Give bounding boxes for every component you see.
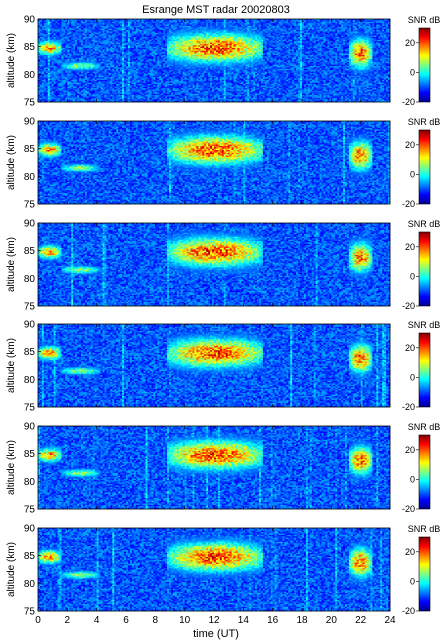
- colorbar: [419, 28, 430, 102]
- colorbar: [419, 333, 430, 407]
- y-tick-label: 90: [24, 422, 36, 433]
- colorbar-tick-label: 0: [410, 576, 415, 586]
- colorbar-tick-label: -20: [402, 402, 415, 412]
- y-tick-label: 85: [24, 42, 36, 53]
- colorbar-tick-label: 20: [405, 140, 415, 150]
- colorbar-tick-label: 0: [410, 372, 415, 382]
- colorbar-tick-label: 0: [410, 67, 415, 77]
- colorbar: [419, 130, 430, 204]
- x-tick-label: 12: [208, 615, 220, 626]
- colorbar-tick-label: -20: [402, 301, 415, 311]
- radar-panel: 75 80 85 90 altitude (km) SNR dB 20 0 -20: [6, 320, 440, 414]
- y-tick-label: 75: [24, 505, 36, 516]
- y-axis-label: altitude (km): [6, 237, 17, 292]
- y-axis-label: altitude (km): [6, 135, 17, 190]
- y-tick-label: 85: [24, 551, 36, 562]
- figure-title: Esrange MST radar 20020803: [142, 4, 290, 16]
- y-tick-label: 85: [24, 144, 36, 155]
- x-tick-label: 22: [355, 615, 367, 626]
- x-tick-label: 20: [326, 615, 338, 626]
- colorbar-tick-label: -20: [402, 504, 415, 514]
- y-axis-label: altitude (km): [6, 33, 17, 88]
- y-tick-label: 85: [24, 449, 36, 460]
- y-axis-label: altitude (km): [6, 338, 17, 393]
- radar-panel: 75 80 85 90 altitude (km) SNR dB 20 0 -20: [6, 219, 440, 313]
- y-tick-label: 80: [24, 579, 36, 590]
- colorbar-tick-label: 0: [410, 271, 415, 281]
- x-tick-label: 16: [267, 615, 279, 626]
- y-tick-label: 85: [24, 347, 36, 358]
- y-tick-label: 80: [24, 70, 36, 81]
- colorbar-tick-label: 0: [410, 474, 415, 484]
- y-tick-label: 90: [24, 320, 36, 331]
- y-tick-label: 90: [24, 524, 36, 535]
- y-tick-label: 80: [24, 375, 36, 386]
- x-tick-label: 8: [153, 615, 159, 626]
- colorbar-label: SNR dB: [408, 422, 441, 432]
- radar-panel: 75 80 85 90 altitude (km) SNR dB 20 0 -20: [6, 117, 440, 211]
- colorbar-label: SNR dB: [408, 219, 441, 229]
- y-tick-label: 75: [24, 98, 36, 109]
- colorbar-label: SNR dB: [408, 320, 441, 330]
- x-tick-label: 2: [65, 615, 71, 626]
- colorbar-tick-label: 20: [405, 38, 415, 48]
- radar-panel: 75 80 85 90 altitude (km) SNR dB 20 0 -20: [6, 422, 440, 516]
- colorbar-tick-label: 0: [410, 169, 415, 179]
- y-tick-label: 75: [24, 403, 36, 414]
- colorbar-tick-label: 20: [405, 343, 415, 353]
- x-tick-label: 14: [238, 615, 250, 626]
- colorbar-tick-label: 20: [405, 242, 415, 252]
- y-tick-label: 80: [24, 274, 36, 285]
- x-tick-label: 24: [384, 615, 396, 626]
- y-tick-label: 85: [24, 246, 36, 257]
- y-tick-label: 75: [24, 302, 36, 313]
- colorbar-tick-label: 20: [405, 445, 415, 455]
- radar-panel: 75 80 85 90 altitude (km) SNR dB 20 0 -20: [6, 15, 440, 109]
- y-tick-label: 90: [24, 117, 36, 128]
- x-tick-label: 0: [35, 615, 41, 626]
- x-axis-label: time (UT): [193, 628, 239, 640]
- y-tick-label: 75: [24, 200, 36, 211]
- colorbar-tick-label: 20: [405, 547, 415, 557]
- x-tick-label: 4: [94, 615, 100, 626]
- y-tick-label: 90: [24, 219, 36, 230]
- y-tick-label: 80: [24, 477, 36, 488]
- y-tick-label: 80: [24, 172, 36, 183]
- colorbar-tick-label: -20: [402, 199, 415, 209]
- y-tick-label: 75: [24, 607, 36, 618]
- colorbar-tick-label: -20: [402, 606, 415, 616]
- x-tick-label: 18: [296, 615, 308, 626]
- colorbar-label: SNR dB: [408, 524, 441, 534]
- colorbar-label: SNR dB: [408, 117, 441, 127]
- colorbar-tick-label: -20: [402, 97, 415, 107]
- colorbar: [419, 537, 430, 611]
- colorbar-label: SNR dB: [408, 15, 441, 25]
- x-tick-label: 6: [123, 615, 129, 626]
- colorbar: [419, 435, 430, 509]
- y-axis-label: altitude (km): [6, 542, 17, 597]
- colorbar: [419, 232, 430, 306]
- x-tick-label: 10: [179, 615, 191, 626]
- y-tick-label: 90: [24, 15, 36, 26]
- y-axis-label: altitude (km): [6, 440, 17, 495]
